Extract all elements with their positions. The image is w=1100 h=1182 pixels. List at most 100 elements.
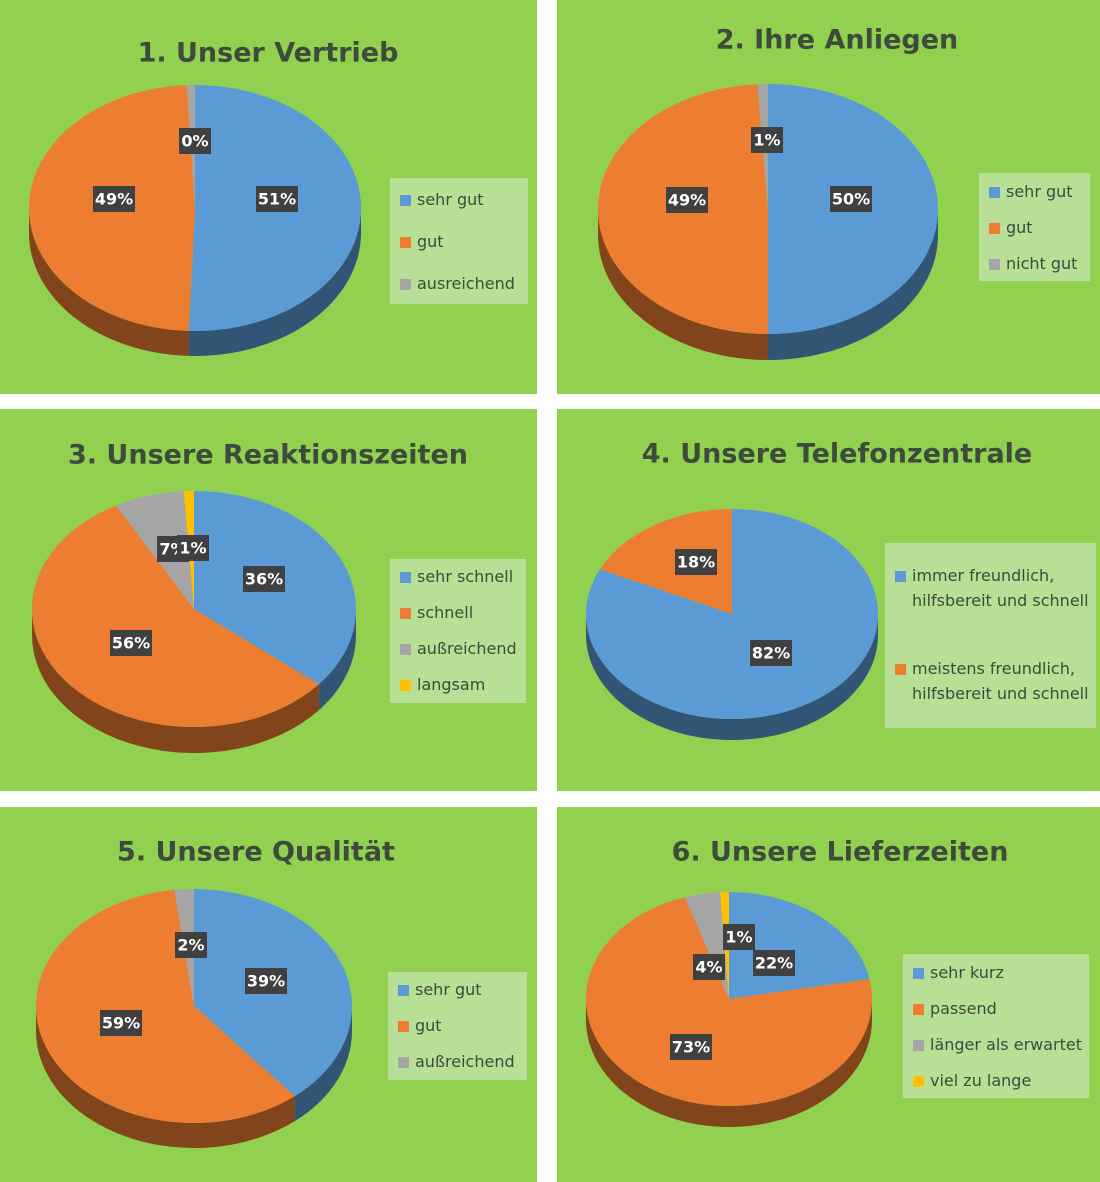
- data-label: 73%: [670, 1034, 712, 1060]
- pie-side-sehr-gut: [768, 209, 938, 360]
- data-label-value: 49%: [668, 191, 706, 210]
- data-label-value: 4%: [695, 958, 722, 977]
- chart-legend: immer freundlich, hilfsbereit und schnell…: [885, 543, 1096, 728]
- data-label-value: 59%: [102, 1014, 140, 1033]
- chart-title: 1. Unser Vertrieb: [138, 38, 399, 69]
- data-label-value: 22%: [755, 954, 793, 973]
- legend-label: nicht gut: [1006, 254, 1077, 273]
- legend-label: meistens freundlich, hilfsbereit und schn…: [912, 659, 1089, 703]
- data-label: 39%: [245, 968, 287, 994]
- pie-side-walls: [29, 208, 361, 356]
- pie-slice-schnell: [32, 505, 319, 727]
- data-label-value: 49%: [95, 190, 133, 209]
- data-label-value: 51%: [258, 190, 296, 209]
- data-label: 1%: [177, 535, 209, 561]
- data-label: 2%: [175, 932, 207, 958]
- legend-label: sehr gut: [415, 980, 482, 999]
- data-label: 56%: [110, 630, 152, 656]
- data-label: 4%: [693, 954, 725, 980]
- data-label: 18%: [675, 549, 717, 575]
- data-label-value: 82%: [752, 644, 790, 663]
- data-label-value: 1%: [753, 131, 780, 150]
- chart-title: 6. Unsere Lieferzeiten: [672, 837, 1009, 868]
- pie-side-immer-freundlich-hilfsbereit-und-schnell: [586, 614, 878, 740]
- legend-swatch: [400, 572, 411, 583]
- data-label: 1%: [751, 127, 783, 153]
- pie-chart-5: 5. Unsere Qualität 39% 59% 2% sehr gut gut auß…: [0, 807, 537, 1182]
- chart-legend: sehr gut gut nicht gut: [979, 173, 1090, 281]
- legend-swatch: [913, 1076, 924, 1087]
- pie-side-gut: [35, 1006, 295, 1148]
- pie-slice-gut: [36, 889, 295, 1123]
- chart-title: 4. Unsere Telefonzentrale: [642, 439, 1033, 470]
- pie-side-sehr-schnell: [318, 609, 356, 711]
- pie-slice-passend: [586, 897, 872, 1106]
- pie-slice-meistens-freundlich-hilfsbereit-und-schnell: [599, 509, 732, 614]
- legend-swatch: [895, 664, 906, 675]
- pie-side-gut: [598, 209, 768, 360]
- legend-swatch: [400, 237, 411, 248]
- legend-label: langsam: [417, 675, 485, 694]
- data-label-box: [93, 186, 135, 212]
- data-label-box: [670, 1034, 712, 1060]
- legend-swatch: [400, 195, 411, 206]
- chart-title: 5. Unsere Qualität: [117, 837, 395, 868]
- pie-side-walls: [586, 614, 878, 740]
- data-label-box: [830, 186, 872, 212]
- pie-side-sehr-gut: [294, 1006, 352, 1122]
- legend-swatch: [398, 1057, 409, 1068]
- data-label: 59%: [100, 1010, 142, 1036]
- chart-legend: sehr gut gut außreichend: [388, 972, 527, 1080]
- data-label: 50%: [830, 186, 872, 212]
- legend-label: sehr kurz: [930, 963, 1004, 982]
- chart-title: 2. Ihre Anliegen: [716, 25, 959, 56]
- pie-chart-1: 1. Unser Vertrieb 51% 49% 0% sehr gut gut ausr…: [0, 0, 537, 394]
- data-label: 51%: [256, 186, 298, 212]
- legend-label: immer freundlich, hilfsbereit und schnell: [912, 566, 1089, 610]
- chart-legend: sehr gut gut ausreichend: [390, 178, 528, 304]
- data-label-box: [723, 924, 755, 950]
- data-label-box: [177, 535, 209, 561]
- pie-chart-6: 6. Unsere Lieferzeiten 22% 73% 4%1% sehr kur…: [557, 807, 1100, 1182]
- pie-slice-außreichend: [115, 491, 194, 609]
- legend-swatch: [989, 187, 1000, 198]
- legend-background: [903, 954, 1089, 1098]
- legend-label: ausreichend: [417, 274, 515, 293]
- legend-swatch: [400, 608, 411, 619]
- legend-swatch: [913, 1004, 924, 1015]
- data-label-value: 1%: [179, 539, 206, 558]
- chart-title: 3. Unsere Reaktionszeiten: [68, 440, 468, 471]
- data-label-value: 0%: [181, 132, 208, 151]
- legend-label: gut: [1006, 218, 1033, 237]
- legend-swatch: [400, 279, 411, 290]
- data-label-box: [693, 954, 725, 980]
- pie-side-walls: [35, 1006, 352, 1148]
- legend-label: viel zu lange: [930, 1071, 1031, 1090]
- data-label-value: 50%: [832, 190, 870, 209]
- data-label-box: [256, 186, 298, 212]
- legend-swatch: [895, 571, 906, 582]
- data-label-value: 73%: [672, 1038, 710, 1057]
- data-label: 22%: [753, 950, 795, 976]
- pie-side-sehr-gut: [188, 208, 361, 356]
- pie-side-schnell: [32, 609, 319, 753]
- data-label-box: [100, 1010, 142, 1036]
- legend-label: sehr gut: [417, 190, 484, 209]
- pie-side-passend: [586, 999, 872, 1127]
- legend-label: schnell: [417, 603, 473, 622]
- data-label-value: 1%: [725, 928, 752, 947]
- data-label-box: [753, 950, 795, 976]
- data-label: 36%: [243, 566, 285, 592]
- data-label-box: [175, 932, 207, 958]
- pie-side-gut: [29, 208, 189, 356]
- legend-label: sehr gut: [1006, 182, 1073, 201]
- legend-label: passend: [930, 999, 997, 1018]
- data-label-value: 36%: [245, 570, 283, 589]
- legend-swatch: [400, 680, 411, 691]
- legend-background: [390, 559, 526, 703]
- data-label-value: 39%: [247, 972, 285, 991]
- data-label: 0%: [179, 128, 211, 154]
- data-label-box: [750, 640, 792, 666]
- chart-legend: sehr kurz passend länger als erwartet viel …: [903, 954, 1089, 1098]
- legend-background: [390, 178, 528, 304]
